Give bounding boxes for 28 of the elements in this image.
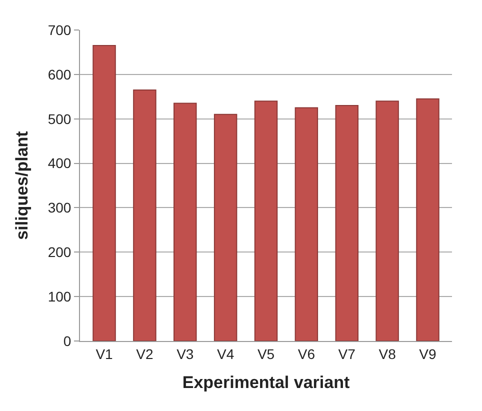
y-axis-title: siliques/plant — [12, 130, 32, 240]
x-tick-label: V7 — [338, 346, 356, 362]
y-tick-label: 100 — [48, 288, 72, 304]
x-tick-label: V3 — [176, 346, 194, 362]
x-tick-label: V9 — [419, 346, 437, 362]
bar — [376, 100, 399, 341]
y-tick-label: 700 — [48, 22, 72, 38]
bar — [214, 114, 238, 341]
bar — [294, 107, 318, 341]
x-axis-title: Experimental variant — [182, 373, 350, 392]
bar — [254, 100, 278, 341]
y-tick-label: 300 — [48, 200, 72, 216]
y-tick-label: 600 — [48, 66, 72, 82]
y-tick-label: 0 — [63, 332, 72, 349]
bar — [133, 89, 156, 341]
x-tick-label: V4 — [217, 346, 234, 362]
y-tick-label: 200 — [48, 244, 72, 260]
y-tick-label: 500 — [48, 110, 72, 127]
x-tick-label: V5 — [257, 346, 275, 362]
bar — [335, 105, 358, 341]
bar — [416, 98, 440, 341]
x-tick-label: V8 — [378, 346, 396, 362]
bar — [92, 45, 116, 341]
x-tick-label: V2 — [136, 346, 154, 362]
bar — [174, 102, 197, 341]
x-tick-label: V1 — [96, 346, 114, 362]
y-tick-label: 400 — [48, 155, 72, 172]
x-tick-label: V6 — [298, 346, 316, 362]
